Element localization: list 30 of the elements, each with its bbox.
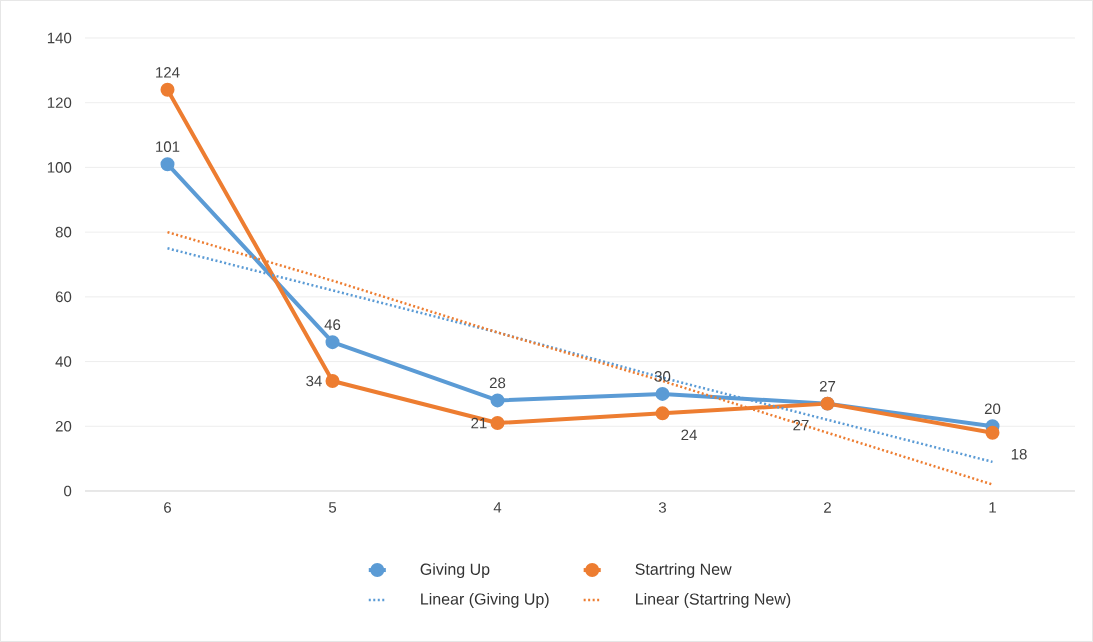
x-tick-label: 2 [824, 502, 831, 513]
data-label: 27 [819, 380, 836, 392]
data-label: 21 [471, 417, 487, 429]
y-tick-label: 120 [47, 97, 72, 109]
data-label: 28 [489, 377, 506, 389]
data-label: 18 [1011, 448, 1027, 460]
data-label: 27 [793, 419, 809, 431]
y-tick-label: 140 [47, 32, 72, 44]
data-label: 24 [681, 429, 697, 441]
data-label: 34 [306, 375, 322, 387]
x-tick-label: 3 [658, 502, 667, 513]
x-tick-label: 6 [164, 502, 172, 513]
data-label: 46 [324, 319, 341, 330]
y-tick-label: 0 [64, 485, 72, 497]
data-label: 20 [984, 403, 1001, 415]
legend-label: Giving Up [420, 563, 490, 579]
x-tick-label: 5 [328, 502, 337, 513]
legend-label: Linear (Giving Up) [421, 592, 549, 608]
y-tick-label: 100 [47, 162, 72, 173]
legend-label: Startring New [635, 563, 732, 579]
y-tick-label: 80 [55, 226, 72, 238]
x-tick-label: 4 [493, 502, 502, 513]
y-tick-label: 40 [55, 356, 72, 367]
data-label: 124 [156, 67, 180, 78]
legend-label: Linear (Startring New) [636, 592, 791, 608]
y-tick-label: 60 [55, 291, 72, 303]
y-tick-label: 20 [55, 420, 72, 432]
data-label: 30 [654, 371, 671, 382]
data-label: 101 [156, 141, 180, 152]
x-tick-label: 1 [989, 502, 996, 513]
